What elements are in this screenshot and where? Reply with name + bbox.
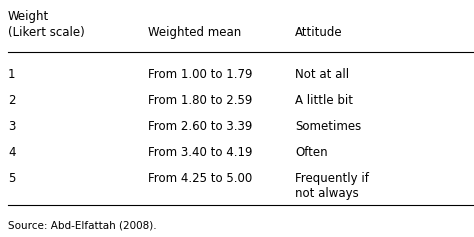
Text: 4: 4 <box>8 146 16 159</box>
Text: Not at all: Not at all <box>295 68 349 81</box>
Text: (Likert scale): (Likert scale) <box>8 26 85 39</box>
Text: Weight: Weight <box>8 10 49 23</box>
Text: Sometimes: Sometimes <box>295 120 361 133</box>
Text: 2: 2 <box>8 94 16 107</box>
Text: Frequently if
not always: Frequently if not always <box>295 172 369 200</box>
Text: 1: 1 <box>8 68 16 81</box>
Text: 3: 3 <box>8 120 15 133</box>
Text: From 3.40 to 4.19: From 3.40 to 4.19 <box>148 146 253 159</box>
Text: Attitude: Attitude <box>295 26 343 39</box>
Text: A little bit: A little bit <box>295 94 353 107</box>
Text: From 1.00 to 1.79: From 1.00 to 1.79 <box>148 68 253 81</box>
Text: From 1.80 to 2.59: From 1.80 to 2.59 <box>148 94 252 107</box>
Text: Source: Abd-Elfattah (2008).: Source: Abd-Elfattah (2008). <box>8 220 156 230</box>
Text: Weighted mean: Weighted mean <box>148 26 241 39</box>
Text: From 4.25 to 5.00: From 4.25 to 5.00 <box>148 172 252 185</box>
Text: From 2.60 to 3.39: From 2.60 to 3.39 <box>148 120 252 133</box>
Text: Often: Often <box>295 146 328 159</box>
Text: 5: 5 <box>8 172 15 185</box>
